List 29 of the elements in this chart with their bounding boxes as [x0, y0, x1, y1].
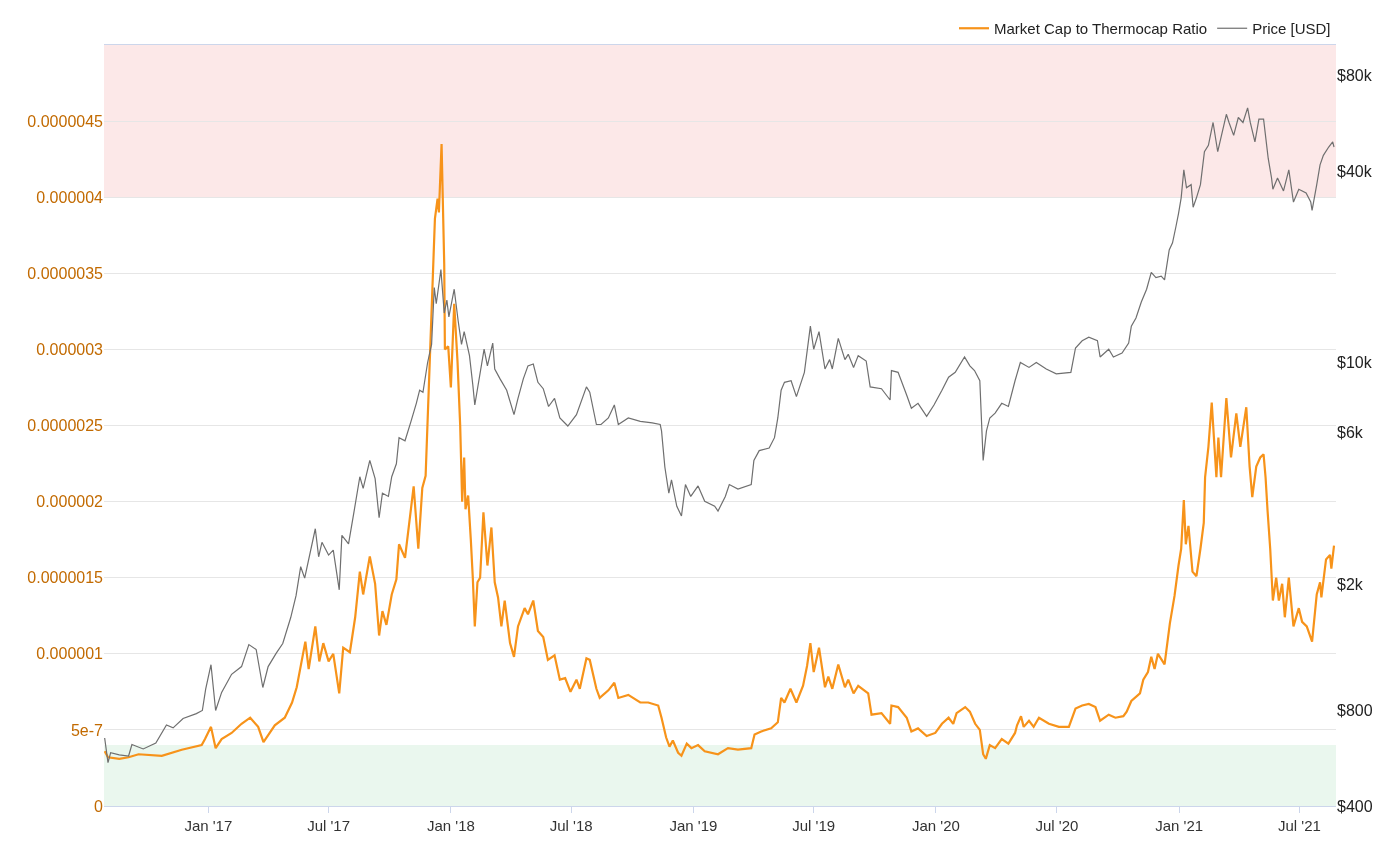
y-tick-label: 0.000004	[36, 188, 104, 206]
x-tick-label: Jan '17	[184, 817, 233, 834]
x-tick-label: Jan '18	[426, 817, 475, 834]
x-tick-label: Jul '20	[1035, 817, 1079, 834]
x-tick-label: Jul '17	[307, 817, 351, 834]
x-tick-label: Jul '21	[1278, 817, 1321, 834]
x-tick-label: Jul '18	[549, 817, 593, 834]
y-tick-label: 5e-7	[70, 721, 104, 739]
x-tick-label: Jan '21	[1155, 817, 1204, 834]
y-tick-label: 0.000003	[36, 341, 104, 358]
y-tick-label: 0.000002	[36, 493, 104, 511]
y2-tick-label: $2k	[1337, 575, 1364, 593]
y-tick-label: 0.0000035	[27, 264, 104, 282]
y2-tick-label: $40k	[1337, 162, 1373, 180]
y2-tick-label: $6k	[1337, 424, 1364, 442]
y-tick-label: 0.0000025	[27, 417, 104, 435]
x-tick-label: Jan '19	[669, 817, 718, 834]
y-tick-label: 0	[94, 797, 104, 815]
y-tick-label: 0.000001	[36, 645, 104, 663]
x-tick-label: Jan '20	[912, 817, 960, 834]
y-tick-label: 0.0000045	[27, 112, 104, 130]
y2-tick-label: $400	[1337, 797, 1373, 815]
y2-tick-label: $10k	[1337, 353, 1373, 371]
legend-label: Market Cap to Thermocap Ratio	[994, 20, 1208, 38]
y-tick-label: 0.0000015	[27, 569, 104, 587]
y2-tick-label: $800	[1337, 702, 1373, 720]
x-tick-label: Jul '19	[792, 817, 836, 834]
legend-label: Price [USD]	[1252, 20, 1331, 38]
y2-tick-label: $80k	[1337, 67, 1373, 85]
